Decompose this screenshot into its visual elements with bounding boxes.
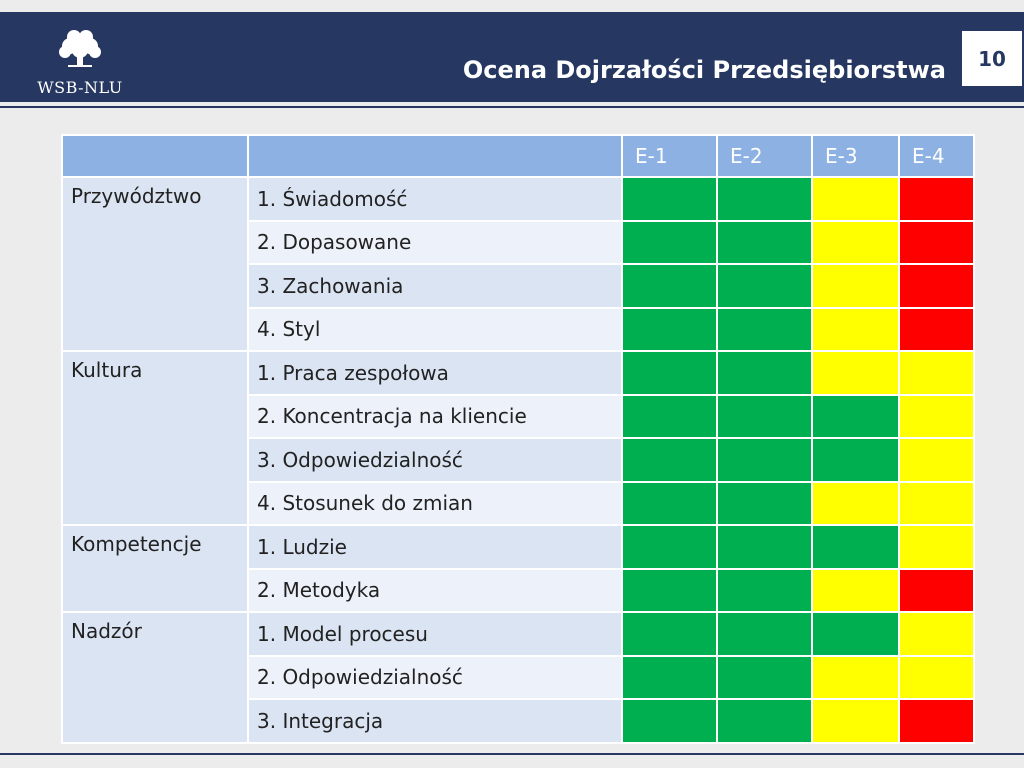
column-header: E-4 bbox=[898, 134, 975, 178]
criterion-label: 2. Odpowiedzialność bbox=[247, 654, 623, 700]
slide-header: WSB-NLU Ocena Dojrzałości Przedsiębiorst… bbox=[0, 12, 1024, 102]
criterion-label: 2. Dopasowane bbox=[247, 219, 623, 265]
criterion-label: 3. Odpowiedzialność bbox=[247, 437, 623, 483]
table-row: Kompetencje 1. Ludzie bbox=[61, 524, 975, 613]
criterion-label: 3. Integracja bbox=[247, 698, 623, 744]
rating-cell-green bbox=[621, 306, 718, 352]
area-label: Przywództwo bbox=[61, 176, 249, 352]
slide-title: Ocena Dojrzałości Przedsiębiorstwa bbox=[462, 56, 946, 84]
rating-cell-green bbox=[716, 611, 813, 657]
rating-cell-yellow bbox=[811, 567, 900, 613]
criterion-label: 1. Model procesu bbox=[247, 611, 623, 657]
rating-cell-green bbox=[811, 393, 900, 439]
rating-cell-green bbox=[716, 524, 813, 570]
table-row: 2. Metodyka bbox=[62, 567, 975, 613]
footer-divider bbox=[0, 753, 1024, 755]
rating-cell-green bbox=[716, 654, 813, 700]
rating-cell-green bbox=[621, 219, 718, 265]
rating-cell-yellow bbox=[898, 611, 975, 657]
table-row: 3. Zachowania bbox=[62, 263, 975, 309]
column-header: E-2 bbox=[716, 134, 813, 178]
criterion-label: 1. Ludzie bbox=[247, 524, 623, 570]
rating-cell-green bbox=[621, 437, 718, 483]
rating-cell-yellow bbox=[898, 480, 975, 526]
table-row: Przywództwo 1. Świadomość bbox=[61, 176, 975, 352]
column-header bbox=[61, 134, 249, 178]
rating-cell-yellow bbox=[898, 393, 975, 439]
table-header-row: E-1 E-2 E-3 E-4 bbox=[61, 134, 975, 178]
rating-cell-green bbox=[716, 437, 813, 483]
logo-text: WSB-NLU bbox=[37, 78, 123, 97]
criterion-label: 2. Koncentracja na kliencie bbox=[247, 393, 623, 439]
rating-cell-yellow bbox=[898, 654, 975, 700]
column-header bbox=[247, 134, 623, 178]
rating-cell-red bbox=[898, 219, 975, 265]
rating-cell-red bbox=[898, 567, 975, 613]
maturity-table: E-1 E-2 E-3 E-4 Przywództwo 1. Świadomość 2. … bbox=[61, 134, 975, 744]
rating-cell-red bbox=[898, 263, 975, 309]
rating-cell-green bbox=[716, 567, 813, 613]
rating-cell-red bbox=[898, 176, 975, 222]
criterion-label: 1. Praca zespołowa bbox=[247, 350, 623, 396]
column-header: E-3 bbox=[811, 134, 900, 178]
criterion-label: 4. Stosunek do zmian bbox=[247, 480, 623, 526]
page-number: 10 bbox=[962, 31, 1022, 86]
table-row: 2. Odpowiedzialność bbox=[62, 654, 975, 700]
rating-cell-green bbox=[716, 698, 813, 744]
rating-cell-red bbox=[898, 698, 975, 744]
rating-cell-green bbox=[621, 393, 718, 439]
oak-tree-icon bbox=[59, 30, 101, 67]
rating-cell-green bbox=[621, 350, 718, 396]
rating-cell-green bbox=[621, 263, 718, 309]
rating-cell-green bbox=[716, 176, 813, 222]
rating-cell-green bbox=[621, 567, 718, 613]
criterion-label: 3. Zachowania bbox=[247, 263, 623, 309]
rating-cell-green bbox=[716, 350, 813, 396]
criterion-label: 4. Styl bbox=[247, 306, 623, 352]
rating-cell-green bbox=[621, 654, 718, 700]
wsb-nlu-logo: WSB-NLU bbox=[30, 28, 140, 98]
rating-cell-green bbox=[716, 306, 813, 352]
rating-cell-green bbox=[621, 611, 718, 657]
rating-cell-green bbox=[716, 219, 813, 265]
rating-cell-green bbox=[716, 393, 813, 439]
table-row: 2. Dopasowane bbox=[62, 219, 975, 265]
rating-cell-green bbox=[621, 480, 718, 526]
rating-cell-yellow bbox=[811, 219, 900, 265]
table-row: 4. Styl bbox=[62, 306, 975, 352]
rating-cell-yellow bbox=[898, 350, 975, 396]
rating-cell-red bbox=[898, 306, 975, 352]
rating-cell-green bbox=[716, 480, 813, 526]
rating-cell-green bbox=[621, 176, 718, 222]
rating-cell-yellow bbox=[811, 350, 900, 396]
header-divider bbox=[0, 106, 1024, 108]
table-row: 3. Integracja bbox=[62, 698, 975, 744]
table-row: 4. Stosunek do zmian bbox=[62, 480, 975, 526]
rating-cell-yellow bbox=[811, 480, 900, 526]
table-row: Nadzór 1. Model procesu bbox=[61, 611, 975, 744]
rating-cell-yellow bbox=[898, 437, 975, 483]
area-label: Nadzór bbox=[61, 611, 249, 744]
rating-cell-green bbox=[621, 524, 718, 570]
rating-cell-yellow bbox=[811, 176, 900, 222]
rating-cell-green bbox=[716, 263, 813, 309]
table-row: Kultura 1. Praca zespołowa bbox=[61, 350, 975, 526]
rating-cell-green bbox=[811, 437, 900, 483]
rating-cell-yellow bbox=[811, 263, 900, 309]
rating-cell-yellow bbox=[811, 698, 900, 744]
criterion-label: 1. Świadomość bbox=[247, 176, 623, 222]
column-header: E-1 bbox=[621, 134, 718, 178]
rating-cell-yellow bbox=[811, 654, 900, 700]
rating-cell-green bbox=[621, 698, 718, 744]
rating-cell-yellow bbox=[811, 306, 900, 352]
rating-cell-green bbox=[811, 611, 900, 657]
area-label: Kompetencje bbox=[61, 524, 249, 613]
rating-cell-green bbox=[811, 524, 900, 570]
table-row: 2. Koncentracja na kliencie bbox=[62, 393, 975, 439]
rating-cell-yellow bbox=[898, 524, 975, 570]
table-row: 3. Odpowiedzialność bbox=[62, 437, 975, 483]
area-label: Kultura bbox=[61, 350, 249, 526]
criterion-label: 2. Metodyka bbox=[247, 567, 623, 613]
